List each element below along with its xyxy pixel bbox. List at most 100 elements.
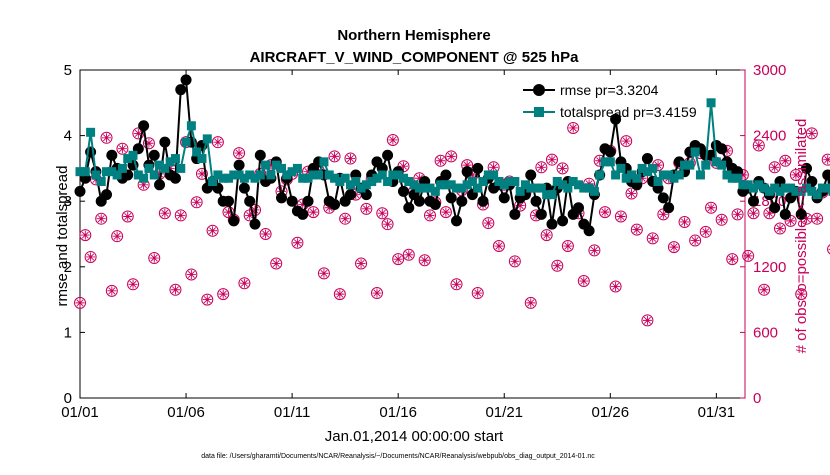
obs-assimilated-marker — [293, 238, 302, 247]
obs-point — [96, 213, 107, 224]
obs-assimilated-marker — [341, 214, 350, 223]
obs-point — [75, 297, 86, 308]
obs-point — [536, 162, 547, 173]
obs-assimilated-marker — [510, 257, 519, 266]
obs-assimilated-marker — [622, 137, 631, 146]
obs-point — [557, 163, 568, 174]
obs-assimilated-marker — [813, 214, 822, 223]
obs-assimilated-marker — [378, 209, 387, 218]
obs-point — [356, 258, 367, 269]
rmse-point — [430, 199, 440, 209]
obs-point — [578, 276, 589, 287]
obs-point — [610, 281, 621, 292]
obs-assimilated-marker — [81, 231, 90, 240]
obs-point — [382, 219, 393, 230]
totalspread-point — [81, 168, 89, 176]
y2-tick-label: 0 — [753, 390, 761, 407]
rmse-point — [345, 190, 355, 200]
obs-point — [621, 136, 632, 147]
obs-point — [716, 214, 727, 225]
obs-point — [690, 235, 701, 246]
obs-point — [541, 230, 552, 241]
obs-assimilated-marker — [701, 227, 710, 236]
obs-assimilated-marker — [362, 204, 371, 213]
obs-point — [525, 297, 536, 308]
obs-point — [419, 255, 430, 266]
obs-point — [732, 209, 743, 220]
obs-assimilated-marker — [590, 246, 599, 255]
obs-assimilated-marker — [97, 214, 106, 223]
obs-assimilated-marker — [372, 289, 381, 298]
obs-assimilated-marker — [579, 277, 588, 286]
rmse-point — [441, 170, 451, 180]
obs-assimilated-marker — [335, 290, 344, 299]
obs-assimilated-marker — [309, 208, 318, 217]
x-tick-label: 01/21 — [485, 404, 523, 421]
obs-assimilated-marker — [452, 280, 461, 289]
rmse-point — [499, 193, 509, 203]
obs-assimilated-marker — [160, 209, 169, 218]
rmse-point — [277, 193, 287, 203]
rmse-point — [298, 209, 308, 219]
obs-assimilated-marker — [632, 225, 641, 234]
obs-point — [159, 208, 170, 219]
obs-assimilated-marker — [192, 198, 201, 207]
obs-point — [668, 242, 679, 253]
y-axis-label: rmse and totalspread — [54, 166, 71, 307]
rmse-point — [780, 209, 790, 219]
totalspread-point — [256, 171, 264, 179]
obs-point — [334, 289, 345, 300]
obs-assimilated-marker — [643, 316, 652, 325]
obs-assimilated-marker — [346, 154, 355, 163]
obs-point — [552, 260, 563, 271]
rmse-point — [748, 196, 758, 206]
x-tick-label: 01/16 — [379, 404, 417, 421]
obs-assimilated-marker — [781, 156, 790, 165]
obs-point — [345, 153, 356, 164]
obs-point — [186, 269, 197, 280]
totalspread-point — [182, 138, 190, 146]
obs-point — [546, 154, 557, 165]
x-tick-label: 01/31 — [698, 404, 736, 421]
obs-assimilated-marker — [357, 259, 366, 268]
obs-point — [743, 250, 754, 261]
rmse-point — [170, 173, 180, 183]
obs-assimilated-marker — [129, 280, 138, 289]
obs-point — [80, 230, 91, 241]
obs-assimilated-marker — [776, 224, 785, 233]
obs-assimilated-marker — [420, 256, 429, 265]
rmse-point — [558, 216, 568, 226]
obs-assimilated-marker — [208, 226, 217, 235]
totalspread-point — [203, 135, 211, 143]
totalspread-point — [171, 155, 179, 163]
obs-point — [212, 137, 223, 148]
rmse-point — [160, 137, 170, 147]
obs-assimilated-marker — [717, 215, 726, 224]
obs-point — [175, 210, 186, 221]
obs-assimilated-marker — [187, 270, 196, 279]
obs-assimilated-marker — [76, 298, 85, 307]
rmse-point — [717, 144, 727, 154]
obs-point — [753, 140, 764, 151]
rmse-point — [452, 216, 462, 226]
rmse-point — [770, 203, 780, 213]
totalspread-point — [262, 161, 270, 169]
x-tick-label: 01/06 — [167, 404, 205, 421]
rmse-point — [303, 196, 313, 206]
obs-assimilated-marker — [171, 285, 180, 294]
rmse-point — [181, 75, 191, 85]
obs-assimilated-marker — [123, 212, 132, 221]
obs-point — [631, 224, 642, 235]
obs-assimilated-marker — [484, 219, 493, 228]
obs-assimilated-marker — [150, 254, 159, 263]
obs-point — [446, 151, 457, 162]
totalspread-point — [707, 99, 715, 107]
rmse-point — [510, 209, 520, 219]
obs-point — [509, 256, 520, 267]
obs-assimilated-marker — [611, 282, 620, 291]
totalspread-point — [293, 164, 301, 172]
obs-assimilated-marker — [426, 211, 435, 220]
obs-assimilated-marker — [113, 232, 122, 241]
obs-point — [615, 211, 626, 222]
